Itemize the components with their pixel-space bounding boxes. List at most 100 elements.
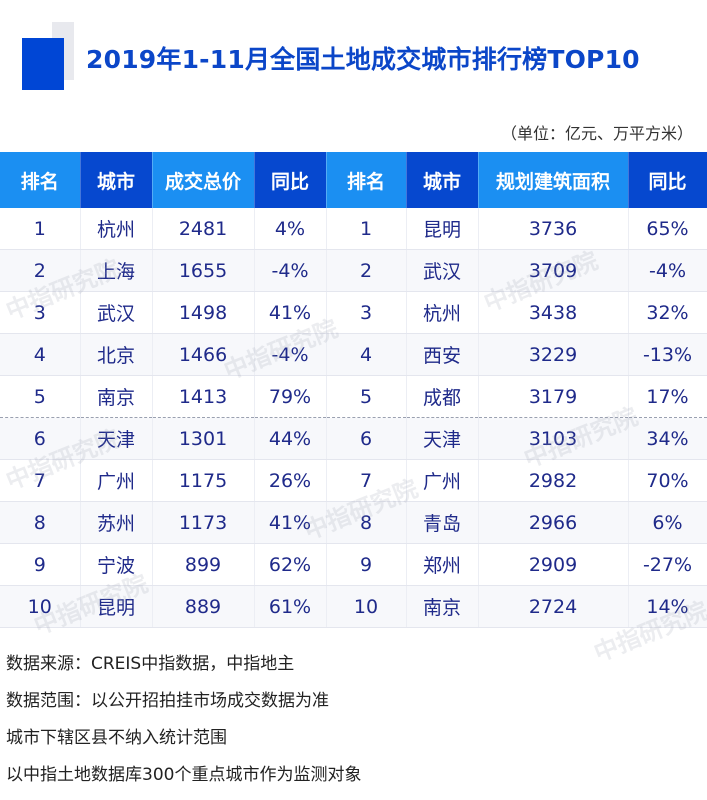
footnotes: 数据来源：CREIS中指数据，中指地主 数据范围：以公开招拍挂市场成交数据为准 … [6, 652, 361, 800]
cell-floor-area: 2909 [478, 543, 629, 586]
cell-floor-area: 3229 [478, 333, 629, 376]
cell-yoy: 41% [254, 501, 327, 544]
cell-city: 南京 [406, 585, 479, 628]
table-row: 9 宁波 899 62% 9 郑州 2909 -27% [0, 543, 707, 586]
cell-city: 天津 [80, 417, 153, 460]
cell-total-price: 1413 [152, 375, 255, 418]
cell-yoy: 61% [254, 585, 327, 628]
cell-total-price: 1466 [152, 333, 255, 376]
cell-yoy: 62% [254, 543, 327, 586]
ranking-table: 排名 城市 成交总价 同比 排名 城市 规划建筑面积 同比 1 杭州 2481 4% 1… [0, 152, 707, 628]
table-row: 3 武汉 1498 41% 3 杭州 3438 32% [0, 291, 707, 334]
cell-total-price: 1173 [152, 501, 255, 544]
cell-floor-area: 3438 [478, 291, 629, 334]
cell-city: 北京 [80, 333, 153, 376]
cell-yoy: 32% [628, 291, 707, 334]
header-rank: 排名 [326, 152, 407, 208]
cell-city: 南京 [80, 375, 153, 418]
cell-floor-area: 2966 [478, 501, 629, 544]
cell-rank: 5 [326, 375, 407, 418]
cell-floor-area: 2724 [478, 585, 629, 628]
cell-city: 昆明 [80, 585, 153, 628]
cell-rank: 7 [326, 459, 407, 502]
note-coverage: 以中指土地数据库300个重点城市作为监测对象 [6, 765, 362, 785]
note-scope: 数据范围：以公开招拍挂市场成交数据为准 [6, 691, 329, 711]
title-block: 2019年1-11月全国土地成交城市排行榜TOP10 [0, 0, 707, 110]
cell-city: 广州 [80, 459, 153, 502]
cell-yoy: -13% [628, 333, 707, 376]
cell-yoy: -4% [254, 249, 327, 292]
cell-city: 苏州 [80, 501, 153, 544]
cell-city: 武汉 [406, 249, 479, 292]
header-yoy: 同比 [254, 152, 327, 208]
cell-rank: 10 [0, 585, 81, 628]
cell-rank: 3 [0, 291, 81, 334]
table-row: 4 北京 1466 -4% 4 西安 3229 -13% [0, 333, 707, 376]
cell-city: 青岛 [406, 501, 479, 544]
cell-total-price: 1498 [152, 291, 255, 334]
cell-city: 宁波 [80, 543, 153, 586]
note-exclusion: 城市下辖区县不纳入统计范围 [6, 728, 227, 748]
cell-floor-area: 3103 [478, 417, 629, 460]
cell-yoy: 65% [628, 208, 707, 250]
cell-floor-area: 2982 [478, 459, 629, 502]
table-row: 8 苏州 1173 41% 8 青岛 2966 6% [0, 501, 707, 544]
cell-rank: 6 [326, 417, 407, 460]
header-rank: 排名 [0, 152, 81, 208]
cell-city: 昆明 [406, 208, 479, 250]
cell-rank: 1 [0, 208, 81, 250]
unit-note: （单位：亿元、万平方米） [500, 124, 693, 143]
cell-city: 杭州 [80, 208, 153, 250]
cell-rank: 9 [0, 543, 81, 586]
table-row: 6 天津 1301 44% 6 天津 3103 34% [0, 417, 707, 460]
cell-city: 天津 [406, 417, 479, 460]
cell-total-price: 889 [152, 585, 255, 628]
cell-floor-area: 3179 [478, 375, 629, 418]
cell-rank: 3 [326, 291, 407, 334]
header-total-price: 成交总价 [152, 152, 255, 208]
cell-rank: 1 [326, 208, 407, 250]
table-row: 10 昆明 889 61% 10 南京 2724 14% [0, 585, 707, 628]
table-header-row: 排名 城市 成交总价 同比 排名 城市 规划建筑面积 同比 [0, 152, 707, 208]
cell-rank: 5 [0, 375, 81, 418]
cell-rank: 7 [0, 459, 81, 502]
table-row: 1 杭州 2481 4% 1 昆明 3736 65% [0, 208, 707, 250]
cell-total-price: 1301 [152, 417, 255, 460]
cell-city: 郑州 [406, 543, 479, 586]
cell-yoy: -4% [628, 249, 707, 292]
cell-city: 武汉 [80, 291, 153, 334]
cell-yoy: 34% [628, 417, 707, 460]
cell-rank: 8 [0, 501, 81, 544]
cell-yoy: 6% [628, 501, 707, 544]
cell-yoy: 26% [254, 459, 327, 502]
table-row: 2 上海 1655 -4% 2 武汉 3709 -4% [0, 249, 707, 292]
cell-floor-area: 3709 [478, 249, 629, 292]
cell-yoy: 79% [254, 375, 327, 418]
table-row: 5 南京 1413 79% 5 成都 3179 17% [0, 375, 707, 418]
cell-rank: 9 [326, 543, 407, 586]
cell-rank: 2 [0, 249, 81, 292]
cell-yoy: 70% [628, 459, 707, 502]
cell-rank: 10 [326, 585, 407, 628]
cell-rank: 8 [326, 501, 407, 544]
cell-yoy: 41% [254, 291, 327, 334]
cell-yoy: -27% [628, 543, 707, 586]
cell-rank: 6 [0, 417, 81, 460]
header-city: 城市 [80, 152, 153, 208]
cell-rank: 2 [326, 249, 407, 292]
page-title: 2019年1-11月全国土地成交城市排行榜TOP10 [86, 45, 640, 74]
header-floor-area: 规划建筑面积 [478, 152, 629, 208]
cell-total-price: 899 [152, 543, 255, 586]
cell-city: 西安 [406, 333, 479, 376]
table-row: 7 广州 1175 26% 7 广州 2982 70% [0, 459, 707, 502]
cell-yoy: 17% [628, 375, 707, 418]
cell-yoy: -4% [254, 333, 327, 376]
cell-rank: 4 [326, 333, 407, 376]
cell-city: 上海 [80, 249, 153, 292]
cell-city: 成都 [406, 375, 479, 418]
cell-floor-area: 3736 [478, 208, 629, 250]
title-accent-blue [22, 38, 64, 90]
header-city: 城市 [406, 152, 479, 208]
cell-yoy: 4% [254, 208, 327, 250]
cell-yoy: 14% [628, 585, 707, 628]
